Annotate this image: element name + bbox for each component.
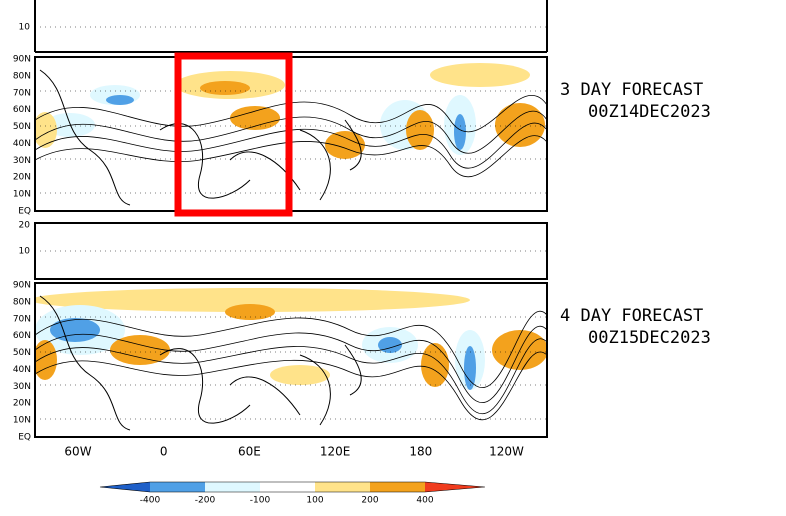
colorbar-label: -400 — [140, 496, 161, 506]
lon-label: 60W — [64, 445, 91, 459]
lat-label: 20N — [13, 399, 31, 409]
lat-label: 10N — [13, 190, 31, 200]
forecast-label: 4 DAY FORECAST — [560, 306, 703, 326]
tick-label: 20 — [19, 221, 31, 231]
lat-label: 80N — [13, 71, 31, 81]
colorbar-label: 100 — [306, 496, 323, 506]
map-panel — [34, 282, 548, 438]
forecast-label: 3 DAY FORECAST — [560, 80, 703, 100]
colorbar-label: -200 — [195, 496, 216, 506]
lat-label: 50N — [13, 348, 31, 358]
colorbar — [99, 481, 486, 493]
lat-label: EQ — [18, 433, 31, 443]
lat-label: 40N — [13, 365, 31, 375]
forecast-date: 00Z14DEC2023 — [588, 102, 711, 122]
forecast-date: 00Z15DEC2023 — [588, 328, 711, 348]
lat-label: 60N — [13, 105, 31, 115]
colorbar-label: 200 — [361, 496, 378, 506]
lon-label: 60E — [238, 445, 261, 459]
lat-label: 90N — [13, 281, 31, 291]
colorbar-label: 400 — [416, 496, 433, 506]
lat-label: 70N — [13, 314, 31, 324]
lat-label: 40N — [13, 139, 31, 149]
map-panel — [34, 56, 548, 212]
lat-label: 30N — [13, 382, 31, 392]
colorbar-label: -100 — [250, 496, 271, 506]
lon-label: 0 — [160, 445, 168, 459]
strip-panel: 20 10 — [19, 221, 548, 280]
lat-label: 70N — [13, 88, 31, 98]
lat-label: 50N — [13, 122, 31, 132]
lat-label: 30N — [13, 156, 31, 166]
lat-label: 80N — [13, 297, 31, 307]
top-panel: 10 — [19, 0, 548, 53]
tick-label: 10 — [19, 247, 31, 257]
lat-label: EQ — [18, 207, 31, 217]
lat-label: 10N — [13, 416, 31, 426]
highlight-box — [174, 52, 293, 217]
lat-label: 90N — [13, 55, 31, 65]
tick-label: 10 — [19, 23, 31, 33]
lat-label: 20N — [13, 173, 31, 183]
lon-label: 120E — [320, 445, 351, 459]
lon-label: 180 — [409, 445, 432, 459]
lat-label: 60N — [13, 331, 31, 341]
lon-label: 120W — [489, 445, 524, 459]
